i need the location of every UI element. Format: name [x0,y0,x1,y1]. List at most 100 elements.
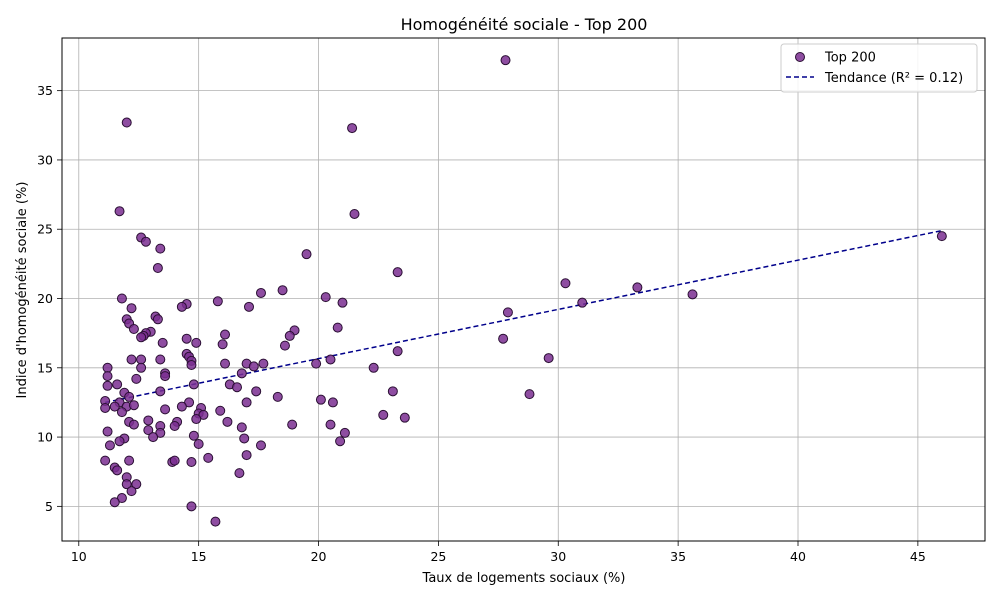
scatter-point [215,405,226,416]
scatter-point [203,452,214,463]
x-tick-label: 15 [191,549,207,564]
x-axis-label: Taux de logements sociaux (%) [422,571,626,586]
scatter-point [136,354,147,365]
x-tick-label: 40 [790,549,806,564]
scatter-point [210,516,221,527]
scatter-point [217,339,228,350]
scatter-point [392,346,403,357]
scatter-point [234,468,245,479]
scatter-point [152,263,163,274]
y-axis-label: Indice d'homogénéité sociale (%) [15,182,30,399]
scatter-point [181,333,192,344]
scatter-point [186,360,197,371]
scatter-point [102,371,113,382]
scatter-point [131,479,142,490]
legend: Top 200 Tendance (R² = 0.12) [780,43,978,93]
scatter-point [632,282,643,293]
y-tick-label: 20 [37,291,53,306]
legend-box [780,43,978,93]
scatter-point [100,455,111,466]
scatter-point [116,293,127,304]
scatter-point [191,414,202,425]
scatter-point [255,287,266,298]
scatter-point [193,439,204,450]
y-tick-label: 25 [37,222,53,237]
scatter-point [272,391,283,402]
scatter-point [143,415,154,426]
scatter-point [116,407,127,418]
scatter-point [248,361,259,372]
scatter-point [155,386,166,397]
scatter-point [131,373,142,384]
scatter-point [102,362,113,373]
scatter-point [498,333,509,344]
scatter-point [191,337,202,348]
scatter-point [128,419,139,430]
scatter-point [160,371,171,382]
scatter-point [347,123,358,134]
scatter-point [212,296,223,307]
scatter-point [936,231,947,242]
scatter-point [392,267,403,278]
scatter-point [102,426,113,437]
scatter-point [387,386,398,397]
y-tick-label: 5 [45,499,53,514]
scatter-point [136,362,147,373]
scatter-point [121,117,132,128]
scatter-point [241,450,252,461]
scatter-point [186,501,197,512]
scatter-point [124,391,135,402]
scatter-point [126,354,137,365]
scatter-point [311,358,322,369]
scatter-point [577,297,588,308]
scatter-point [287,419,298,430]
chart-title: Homogénéité sociale - Top 200 [401,15,648,34]
y-tick-label: 10 [37,430,53,445]
scatter-point [543,353,554,364]
scatter-point [301,249,312,260]
scatter-point [104,440,115,451]
scatter-point [186,457,197,468]
scatter-point [560,278,571,289]
scatter-point [188,379,199,390]
scatter-point [251,386,262,397]
scatter-point [239,433,250,444]
x-tick-label: 45 [910,549,926,564]
scatter-point [220,358,231,369]
legend-scatter-marker [795,52,805,62]
scatter-point [148,432,159,443]
scatter-point [335,436,346,447]
scatter-point [277,285,288,296]
x-tick-label: 25 [430,549,446,564]
scatter-point [157,337,168,348]
scatter-point [325,354,336,365]
scatter-point [160,404,171,415]
scatter-point [241,397,252,408]
scatter-point [502,307,513,318]
scatter-point [284,330,295,341]
scatter-point [124,455,135,466]
scatter-point [169,455,180,466]
x-tick-label: 20 [311,549,327,564]
scatter-point [128,323,139,334]
scatter-point [114,206,125,217]
scatter-point [337,297,348,308]
y-tick-label: 15 [37,360,53,375]
scatter-point [109,497,120,508]
scatter-point [378,409,389,420]
points-layer [100,55,947,527]
scatter-point [399,412,410,423]
scatter-point [258,358,269,369]
y-tick-label: 35 [37,83,53,98]
scatter-point [126,486,137,497]
scatter-point [140,236,151,247]
scatter-point [349,208,360,219]
scatter-point [332,322,343,333]
scatter-point [315,394,326,405]
x-tick-label: 10 [71,549,87,564]
scatter-point [320,292,331,303]
axis-ticks: 10 15 20 25 30 35 40 45 5 10 15 20 25 30 35 [37,83,926,564]
scatter-point [325,419,336,430]
scatter-point [524,389,535,400]
